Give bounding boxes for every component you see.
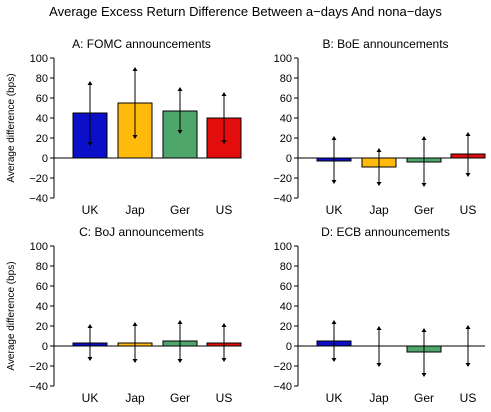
y-tick-label: 60 (36, 93, 48, 105)
x-tick-label: US (460, 203, 477, 217)
x-tick-label: US (216, 391, 233, 405)
panel-title: C: BoJ announcements (79, 225, 204, 239)
y-tick-label: −40 (273, 193, 292, 205)
y-tick-label: −40 (29, 381, 48, 393)
y-tick-label: 20 (280, 321, 292, 333)
y-tick-label: 80 (280, 261, 292, 273)
panel-title: A: FOMC announcements (72, 37, 211, 51)
x-tick-label: Ger (170, 203, 190, 217)
y-tick-label: 100 (274, 241, 292, 253)
x-tick-label: Jap (125, 391, 145, 405)
y-tick-label: 0 (42, 341, 48, 353)
error-cap-high (177, 320, 183, 324)
error-cap-low (331, 180, 337, 184)
y-tick-label: −20 (29, 361, 48, 373)
error-cap-high (465, 132, 471, 136)
error-cap-low (177, 359, 183, 363)
error-cap-high (331, 136, 337, 140)
y-axis-label: Average difference (bps) (6, 73, 17, 182)
error-cap-high (421, 328, 427, 332)
y-tick-label: 0 (42, 153, 48, 165)
error-cap-high (132, 67, 138, 71)
panel-b: B: BoE announcements 100 80 60 40 20 0 −20 −40 UK… (273, 37, 486, 217)
error-cap-high (177, 87, 183, 91)
y-tick-label: 40 (280, 301, 292, 313)
x-tick-label: UK (326, 203, 343, 217)
error-cap-high (421, 136, 427, 140)
x-tick-label: Ger (414, 391, 434, 405)
y-tick-label: 60 (36, 281, 48, 293)
y-tick-label: 100 (30, 241, 48, 253)
y-tick-label: −40 (273, 381, 292, 393)
y-tick-label: 100 (30, 53, 48, 65)
y-tick-label: 0 (286, 153, 292, 165)
y-tick-label: 80 (36, 261, 48, 273)
error-cap-high (331, 320, 337, 324)
error-cap-low (465, 173, 471, 177)
x-tick-label: Jap (125, 203, 145, 217)
error-cap-high (376, 148, 382, 152)
x-tick-label: UK (82, 391, 99, 405)
x-tick-label: Ger (170, 391, 190, 405)
error-cap-high (87, 324, 93, 328)
error-cap-low (221, 358, 227, 362)
y-tick-label: −20 (273, 173, 292, 185)
y-tick-label: 40 (36, 113, 48, 125)
error-cap-low (376, 182, 382, 186)
figure-title: Average Excess Return Difference Between… (49, 4, 442, 19)
error-cap-low (421, 373, 427, 377)
error-cap-high (221, 323, 227, 327)
y-tick-label: 20 (36, 321, 48, 333)
panel-a: A: FOMC announcements 100 80 60 40 20 0 −20 −40 A… (6, 37, 242, 217)
y-tick-label: 0 (286, 341, 292, 353)
error-cap-high (376, 326, 382, 330)
y-tick-label: 80 (36, 73, 48, 85)
error-cap-low (132, 135, 138, 139)
y-tick-label: 40 (280, 113, 292, 125)
y-axis-label: Average difference (bps) (6, 261, 17, 370)
y-tick-label: 60 (280, 281, 292, 293)
x-tick-label: US (460, 391, 477, 405)
error-cap-low (132, 359, 138, 363)
y-tick-label: 40 (36, 301, 48, 313)
error-cap-high (87, 81, 93, 85)
y-tick-label: −40 (29, 193, 48, 205)
error-cap-low (331, 358, 337, 362)
error-cap-low (87, 357, 93, 361)
x-tick-label: Ger (414, 203, 434, 217)
panel-title: D: ECB announcements (321, 225, 450, 239)
x-tick-label: UK (82, 203, 99, 217)
error-cap-low (421, 183, 427, 187)
error-cap-high (221, 92, 227, 96)
x-tick-label: UK (326, 391, 343, 405)
error-cap-low (177, 130, 183, 134)
y-tick-label: −20 (29, 173, 48, 185)
y-tick-label: 60 (280, 93, 292, 105)
y-tick-label: −20 (273, 361, 292, 373)
error-cap-high (465, 325, 471, 329)
error-cap-low (465, 363, 471, 367)
y-tick-label: 20 (280, 133, 292, 145)
x-tick-label: US (216, 203, 233, 217)
error-cap-low (221, 140, 227, 144)
y-tick-label: 20 (36, 133, 48, 145)
panel-c: C: BoJ announcements 100 80 60 40 20 0 −20 −40 Av… (6, 225, 242, 405)
error-cap-high (132, 322, 138, 326)
error-cap-low (87, 142, 93, 146)
panel-title: B: BoE announcements (322, 37, 448, 51)
panel-d: D: ECB announcements 100 80 60 40 20 0 −20 −40 UK… (273, 225, 485, 405)
x-tick-label: Jap (369, 203, 389, 217)
y-tick-label: 80 (280, 73, 292, 85)
error-cap-low (376, 363, 382, 367)
y-tick-label: 100 (274, 53, 292, 65)
x-tick-label: Jap (369, 391, 389, 405)
